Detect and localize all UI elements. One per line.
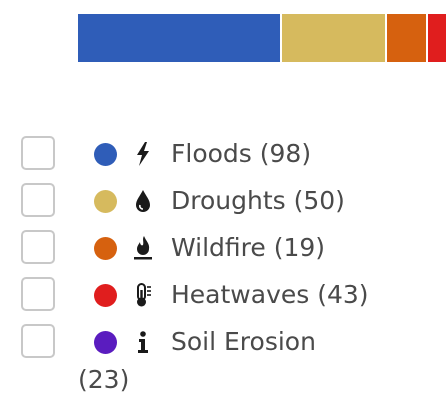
wildfire-checkbox[interactable]: [21, 230, 55, 264]
bar-segment-floods[interactable]: [78, 14, 282, 62]
wildfire-color-dot: [94, 237, 117, 260]
bar-segment-heatwaves[interactable]: [428, 14, 446, 62]
soil-erosion-color-dot: [94, 331, 117, 354]
bar-segment-wildfire[interactable]: [386, 14, 428, 62]
legend-label-droughts: Droughts (50): [171, 186, 345, 215]
legend-item-heatwaves[interactable]: Heatwaves (43): [0, 277, 446, 313]
legend-item-droughts[interactable]: Droughts (50): [0, 183, 446, 219]
droughts-checkbox[interactable]: [21, 183, 55, 217]
legend-label-soil-erosion: Soil Erosion: [171, 327, 316, 356]
legend-label-heatwaves: Heatwaves (43): [171, 280, 369, 309]
droughts-color-dot: [94, 190, 117, 213]
thermometer-icon: [128, 281, 158, 309]
legend-item-wildfire[interactable]: Wildfire (19): [0, 230, 446, 266]
heatwaves-checkbox[interactable]: [21, 277, 55, 311]
bolt-icon: [128, 140, 158, 168]
floods-checkbox[interactable]: [21, 136, 55, 170]
legend-item-soil-erosion[interactable]: Soil Erosion (23): [0, 324, 446, 394]
info-icon: [128, 328, 158, 356]
legend-item-floods[interactable]: Floods (98): [0, 136, 446, 172]
stacked-bar: [78, 14, 446, 62]
legend-label-soil-erosion-count: (23): [78, 365, 130, 394]
legend-label-floods: Floods (98): [171, 139, 312, 168]
fire-icon: [128, 234, 158, 262]
heatwaves-color-dot: [94, 284, 117, 307]
bar-segment-droughts[interactable]: [281, 14, 387, 62]
floods-color-dot: [94, 143, 117, 166]
legend-label-wildfire: Wildfire (19): [171, 233, 326, 262]
soil-erosion-checkbox[interactable]: [21, 324, 55, 358]
water-drop-icon: [128, 187, 158, 215]
